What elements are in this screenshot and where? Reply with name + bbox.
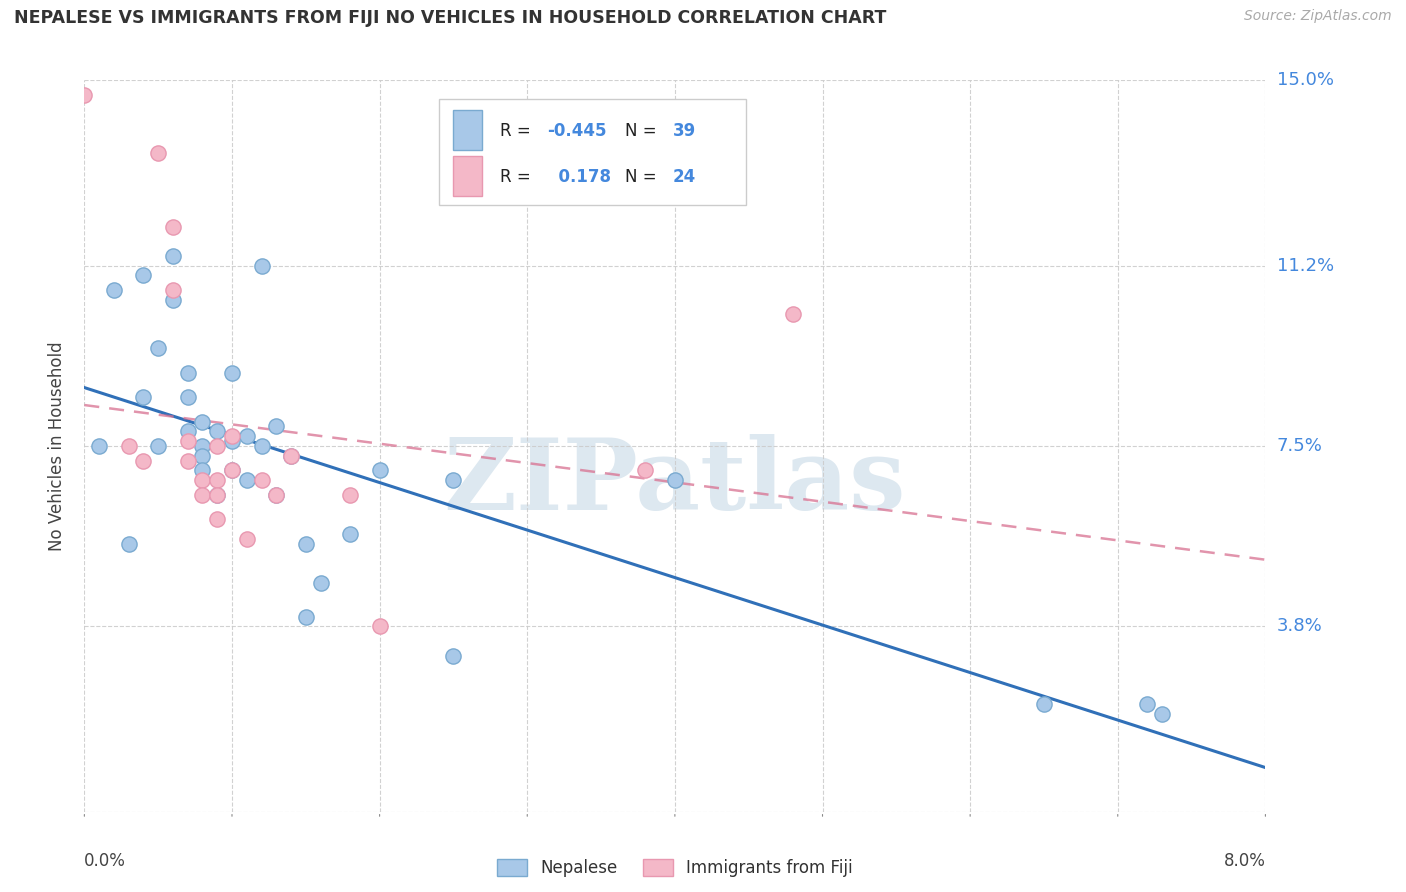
Point	[1150, 707, 1173, 722]
Point	[295, 536, 318, 550]
Text: N =: N =	[626, 122, 662, 140]
Point	[221, 434, 243, 449]
Text: ZIPatlas: ZIPatlas	[444, 434, 905, 531]
Text: R =: R =	[501, 168, 536, 186]
Point	[148, 146, 170, 161]
Point	[368, 463, 391, 477]
Point	[309, 575, 332, 590]
Point	[339, 488, 361, 502]
Point	[295, 609, 318, 624]
Point	[280, 449, 302, 463]
Point	[339, 526, 361, 541]
Text: 24: 24	[672, 168, 696, 186]
Bar	[453, 155, 482, 196]
Point	[221, 463, 243, 477]
Point	[191, 488, 214, 502]
Point	[132, 268, 155, 283]
Point	[148, 342, 170, 356]
Point	[368, 619, 391, 633]
Point	[162, 283, 184, 297]
Point	[177, 366, 200, 380]
Point	[191, 473, 214, 487]
Point	[118, 439, 141, 453]
Point	[221, 429, 243, 443]
Text: 0.178: 0.178	[547, 168, 612, 186]
Text: 39: 39	[672, 122, 696, 140]
Text: N =: N =	[626, 168, 662, 186]
Point	[221, 366, 243, 380]
Point	[634, 463, 657, 477]
Point	[205, 439, 228, 453]
Point	[264, 488, 288, 502]
Point	[782, 307, 804, 321]
Text: 15.0%: 15.0%	[1277, 71, 1333, 89]
Text: 0.0%: 0.0%	[84, 852, 127, 870]
Point	[1136, 698, 1159, 712]
Point	[235, 532, 259, 546]
Point	[191, 439, 214, 453]
Point	[250, 259, 273, 273]
Y-axis label: No Vehicles in Household: No Vehicles in Household	[48, 341, 66, 551]
Point	[191, 415, 214, 429]
Point	[205, 488, 228, 502]
Point	[250, 439, 273, 453]
Point	[177, 434, 200, 449]
Point	[443, 473, 465, 487]
Point	[103, 283, 125, 297]
Text: -0.445: -0.445	[547, 122, 607, 140]
Text: 7.5%: 7.5%	[1277, 437, 1323, 455]
Text: Source: ZipAtlas.com: Source: ZipAtlas.com	[1244, 9, 1392, 23]
Point	[148, 439, 170, 453]
Point	[162, 249, 184, 263]
Point	[132, 453, 155, 467]
Point	[73, 87, 96, 102]
Text: 3.8%: 3.8%	[1277, 617, 1322, 635]
Point	[1032, 698, 1054, 712]
Point	[264, 419, 288, 434]
FancyBboxPatch shape	[439, 99, 745, 204]
Text: R =: R =	[501, 122, 536, 140]
Point	[191, 449, 214, 463]
Point	[280, 449, 302, 463]
Point	[177, 390, 200, 404]
Text: 11.2%: 11.2%	[1277, 257, 1334, 275]
Point	[177, 453, 200, 467]
Point	[250, 473, 273, 487]
Point	[177, 425, 200, 439]
Point	[205, 512, 228, 526]
Point	[264, 488, 288, 502]
Bar	[453, 110, 482, 150]
Point	[235, 429, 259, 443]
Point	[443, 648, 465, 663]
Point	[191, 463, 214, 477]
Point	[664, 473, 686, 487]
Legend: Nepalese, Immigrants from Fiji: Nepalese, Immigrants from Fiji	[491, 853, 859, 884]
Point	[162, 293, 184, 307]
Point	[235, 473, 259, 487]
Text: NEPALESE VS IMMIGRANTS FROM FIJI NO VEHICLES IN HOUSEHOLD CORRELATION CHART: NEPALESE VS IMMIGRANTS FROM FIJI NO VEHI…	[14, 9, 886, 27]
Point	[205, 473, 228, 487]
Point	[205, 425, 228, 439]
Point	[205, 488, 228, 502]
Text: 8.0%: 8.0%	[1223, 852, 1265, 870]
Point	[162, 219, 184, 234]
Point	[132, 390, 155, 404]
Point	[118, 536, 141, 550]
Point	[87, 439, 111, 453]
Point	[221, 463, 243, 477]
